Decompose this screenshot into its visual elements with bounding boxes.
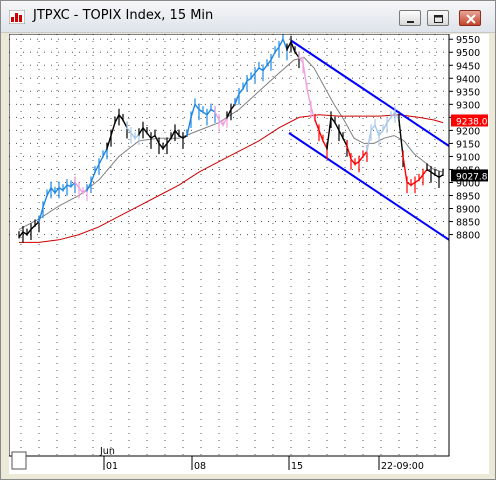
price-segment [214, 111, 228, 127]
price-segment [74, 182, 88, 194]
x-tick-label: 15 [291, 461, 303, 472]
plot-frame [8, 33, 450, 457]
y-tick-label: 8950 [456, 192, 480, 203]
chart-area[interactable]: 9550950094509400935093009250920091509100… [8, 33, 489, 474]
close-button[interactable] [459, 10, 481, 26]
price-segment [286, 40, 300, 58]
grid [9, 34, 449, 456]
price-segment [38, 181, 76, 222]
channel-line [290, 39, 450, 147]
y-tick-label: 9200 [456, 126, 480, 137]
title-bar[interactable]: JTPXC - TOPIX Index, 15 Min [1, 1, 495, 33]
channel-line [288, 132, 450, 241]
price-segment [186, 102, 216, 136]
y-tick-label: 9550 [456, 35, 480, 46]
chart-app-icon [9, 10, 25, 24]
price-tag [451, 114, 488, 127]
maximize-button[interactable] [427, 10, 449, 26]
price-tag-label: 9238.0 [456, 117, 488, 127]
price-chart[interactable]: 9550950094509400935093009250920091509100… [8, 33, 489, 474]
price-segment [86, 148, 108, 191]
x-tick-label: 22-09:00 [381, 461, 424, 472]
y-tick-label: 9350 [456, 87, 480, 98]
price-tag [451, 169, 488, 182]
moving-average-long [19, 114, 444, 243]
y-tick-label: 8850 [456, 218, 480, 229]
price-segment [106, 113, 128, 149]
close-icon [466, 14, 476, 24]
y-tick-label: 9150 [456, 139, 480, 150]
y-tick-label: 9450 [456, 61, 480, 72]
y-tick-label: 9400 [456, 74, 480, 85]
x-tick-label: 01 [106, 461, 118, 472]
price-series [18, 33, 444, 243]
minimize-button[interactable] [399, 10, 421, 26]
price-segment [314, 119, 328, 149]
chart-background [9, 34, 489, 474]
y-axis: 9550950094509400935093009250920091509100… [449, 35, 488, 242]
y-tick-label: 9000 [456, 178, 480, 189]
price-segment [346, 145, 368, 166]
price-segment [326, 115, 348, 149]
y-tick-label: 9500 [456, 48, 480, 59]
x-axis: 01 08 15 22-09:00 Jun [99, 446, 424, 472]
price-segment [398, 119, 404, 157]
y-tick-label: 9100 [456, 152, 480, 163]
x-tick-label: 08 [194, 461, 206, 472]
price-segment [234, 37, 288, 105]
window-title: JTPXC - TOPIX Index, 15 Min [33, 8, 214, 23]
month-label: Jun [99, 446, 115, 457]
minimize-icon [407, 21, 414, 23]
y-tick-label: 8800 [456, 231, 480, 242]
price-segment [126, 127, 140, 140]
price-tag-label: 9027.8 [456, 172, 488, 182]
y-tick-label: 8900 [456, 205, 480, 216]
trend-channel [288, 39, 450, 241]
scroll-box[interactable] [11, 451, 27, 470]
maximize-icon [434, 15, 443, 23]
price-segment [18, 221, 40, 238]
y-tick-label: 9300 [456, 100, 480, 111]
